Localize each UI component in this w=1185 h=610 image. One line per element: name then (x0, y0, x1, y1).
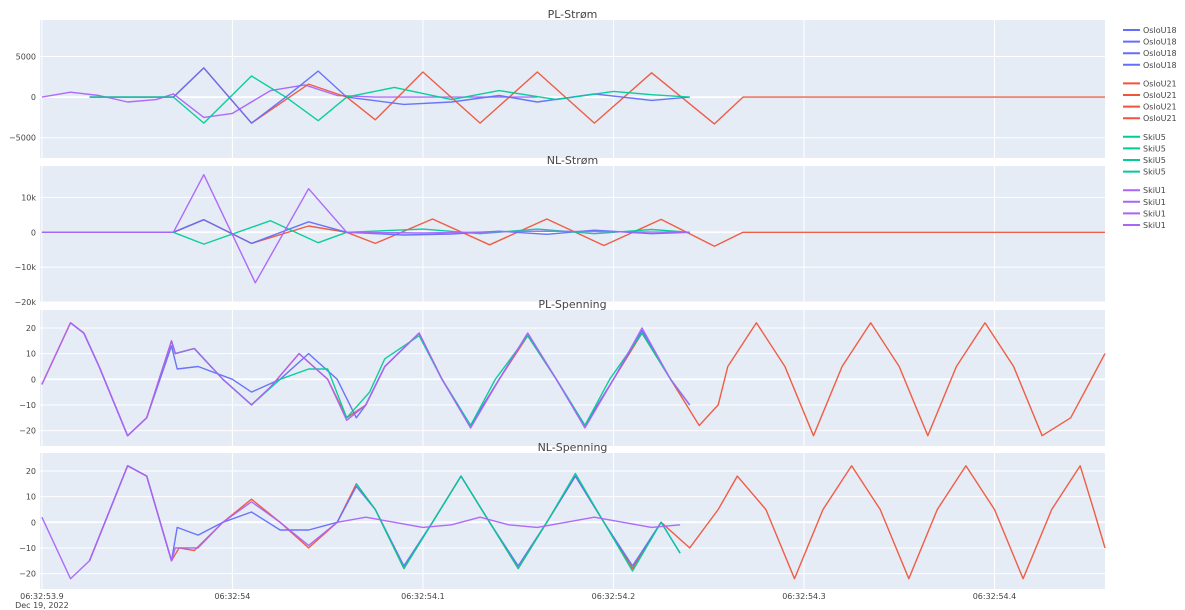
panel-title: PL-Spenning (538, 298, 606, 311)
legend-item: OsloU21 (1143, 79, 1177, 88)
series-line-SkiU5[interactable] (89, 75, 690, 124)
x-tick-label: 06:32:53.9 (20, 592, 64, 601)
y-tick-label: 0 (31, 375, 36, 384)
series-line-OsloU18[interactable] (88, 465, 681, 567)
legend-item: OsloU18 (1143, 61, 1177, 70)
y-tick-label: −10 (19, 544, 36, 553)
y-tick-label: −5000 (9, 134, 36, 143)
plot-area-3 (40, 310, 1105, 446)
legend-item: SkiU5 (1143, 133, 1166, 142)
legend-item: OsloU21 (1143, 114, 1177, 123)
series-line-OsloU18[interactable] (41, 219, 690, 245)
y-tick-label: 0 (31, 228, 36, 237)
plot-area-2 (40, 166, 1105, 302)
legend-item: OsloU21 (1143, 103, 1177, 112)
y-tick-label: 20 (26, 467, 36, 476)
legend-item: SkiU5 (1143, 168, 1166, 177)
y-tick-label: 5000 (16, 53, 36, 62)
legend-item: SkiU1 (1143, 198, 1166, 207)
legend-item: SkiU5 (1143, 156, 1166, 165)
series-line-SkiU1[interactable] (41, 465, 681, 580)
y-tick-label: 10 (26, 493, 36, 502)
legend-item: OsloU18 (1143, 26, 1177, 35)
legend-item: SkiU5 (1143, 144, 1166, 153)
legend-item: OsloU21 (1143, 91, 1177, 100)
x-tick-label: 06:32:54.3 (782, 592, 826, 601)
plot-area-1 (40, 20, 1105, 158)
y-tick-label: −20 (19, 570, 36, 579)
y-tick-label: 0 (31, 518, 36, 527)
x-tick-label: 06:32:54.4 (973, 592, 1017, 601)
x-tick-label: 06:32:54.2 (592, 592, 636, 601)
panel-title: NL-Spenning (538, 441, 608, 454)
legend-item: OsloU18 (1143, 49, 1177, 58)
y-tick-label: 20 (26, 324, 36, 333)
series-line-SkiU5[interactable] (41, 220, 690, 245)
legend-item: OsloU18 (1143, 38, 1177, 47)
y-tick-label: −10 (19, 401, 36, 410)
y-tick-label: 0 (31, 93, 36, 102)
y-tick-label: 10 (26, 350, 36, 359)
y-tick-label: −20 (19, 427, 36, 436)
x-tick-date: Dec 19, 2022 (15, 601, 69, 610)
series-line-SkiU5[interactable] (355, 472, 681, 572)
y-tick-label: −20k (14, 298, 36, 307)
panel-title: NL-Strøm (547, 154, 598, 167)
legend-item: SkiU1 (1143, 209, 1166, 218)
y-tick-label: 10k (21, 193, 36, 202)
y-tick-label: −10k (14, 263, 36, 272)
legend-item: SkiU1 (1143, 186, 1166, 195)
legend-item: SkiU1 (1143, 221, 1166, 230)
series-line-SkiU1[interactable] (41, 174, 690, 284)
x-tick-label: 06:32:54 (214, 592, 250, 601)
panel-title: PL-Strøm (548, 8, 598, 21)
series-line-SkiU1[interactable] (41, 322, 691, 437)
x-tick-label: 06:32:54.1 (401, 592, 445, 601)
